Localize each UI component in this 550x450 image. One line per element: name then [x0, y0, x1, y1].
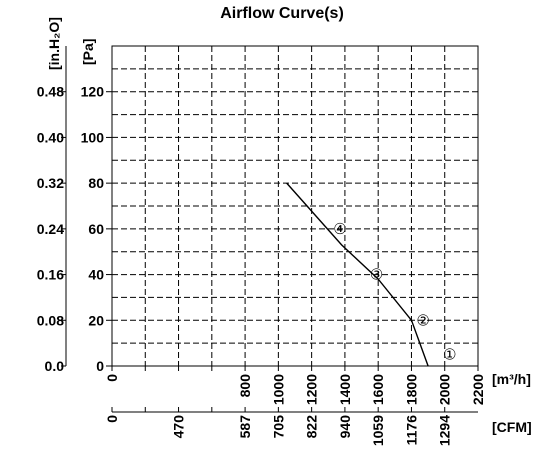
y-secondary-tick-label: 0.16	[37, 267, 64, 283]
y-secondary-tick-label: 0.40	[37, 129, 64, 145]
x-secondary-tick-label: 1294	[437, 415, 453, 446]
x-primary-tick-label: 1600	[370, 374, 386, 405]
y-primary-tick-label: 0	[96, 358, 104, 374]
x-secondary-tick-label: 0	[104, 415, 120, 423]
x-secondary-tick-label: 470	[171, 415, 187, 439]
x-primary-tick-label: 800	[237, 374, 253, 398]
curve-marker: ④	[333, 221, 346, 238]
series-layer	[286, 182, 429, 367]
markers: ① ② ③ ④	[333, 221, 456, 364]
x-secondary-tick-label: 705	[270, 415, 286, 439]
airflow-curve	[286, 182, 429, 367]
y-primary-tick-label: 100	[81, 129, 105, 145]
y-primary-tick-label: 60	[88, 221, 104, 237]
y-secondary-tick-label: 0.0	[45, 358, 65, 374]
x-primary-tick-label: 1000	[270, 374, 286, 405]
x-primary-tick-label: 1400	[337, 374, 353, 405]
y-primary-tick-label: 120	[81, 84, 105, 100]
x-secondary-tick-label: 822	[304, 415, 320, 439]
y-secondary-tick-label: 0.24	[37, 221, 64, 237]
x-secondary-unit: [CFM]	[492, 419, 532, 435]
x-secondary-tick-label: 1176	[403, 415, 419, 446]
x-secondary-tick-label: 940	[337, 415, 353, 439]
curve-marker: ②	[416, 312, 429, 329]
grid	[111, 45, 479, 367]
y-secondary-tick-label: 0.08	[37, 312, 64, 328]
x-primary-tick-label: 2200	[470, 374, 486, 405]
x-primary-tick-label: 2000	[437, 374, 453, 405]
x-primary-tick-label: 0	[104, 374, 120, 382]
x-secondary-tick-label: 587	[237, 415, 253, 439]
x-primary-unit: [m³/h]	[492, 371, 531, 387]
curve-marker: ①	[443, 347, 456, 364]
x-secondary-tick-label: 1059	[370, 415, 386, 446]
y-secondary-unit: [in.H₂O]	[46, 17, 62, 70]
y-primary-tick-label: 40	[88, 267, 104, 283]
y-primary-unit: [Pa]	[80, 39, 96, 65]
chart-title: Airflow Curve(s)	[220, 5, 344, 22]
axes	[65, 46, 478, 413]
ticks: 0 20 40 60 80 100 120 0.0 0.08 0.16 0.24 0.32 0.40 0.…	[37, 84, 486, 446]
y-primary-tick-label: 20	[88, 312, 104, 328]
curve-marker: ③	[370, 267, 383, 284]
x-primary-tick-label: 1800	[403, 374, 419, 405]
y-secondary-tick-label: 0.32	[37, 175, 64, 191]
x-primary-tick-label: 1200	[304, 374, 320, 405]
y-primary-tick-label: 80	[88, 175, 104, 191]
y-secondary-tick-label: 0.48	[37, 84, 64, 100]
